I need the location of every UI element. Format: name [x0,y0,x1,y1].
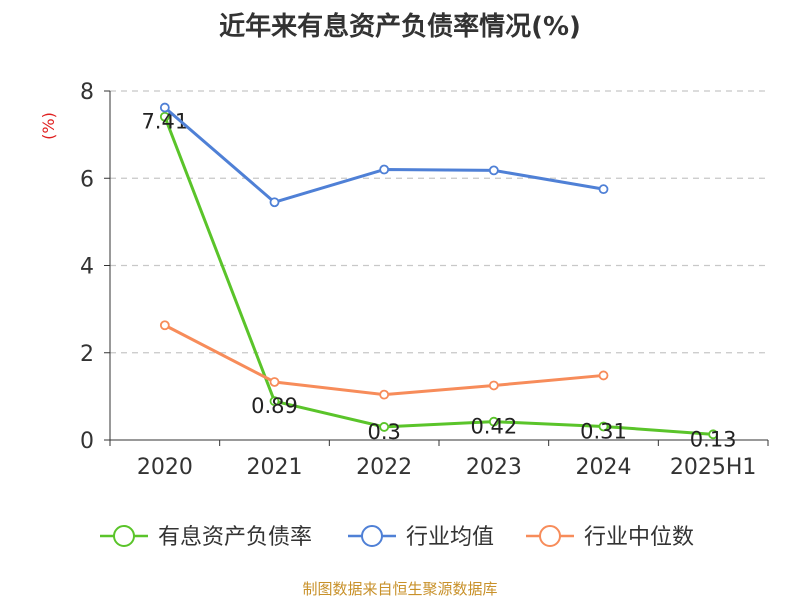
data-point [488,416,499,427]
data-point [159,320,170,331]
y-tick-label: 4 [80,255,94,280]
legend-marker-0 [113,525,135,547]
y-tick-label: 6 [80,167,94,192]
series-line-1 [163,106,604,204]
x-tick-label: 2024 [576,455,632,480]
x-tick-label: 2021 [247,455,303,480]
y-tick-label: 8 [80,80,94,105]
series-line-2 [164,323,604,397]
data-point [598,421,609,432]
x-tick-label: 2023 [466,455,522,480]
source-note: 制图数据来自恒生聚源数据库 [302,580,498,598]
data-point [269,197,280,208]
data-label: 0.89 [251,394,298,418]
legend-marker-2 [539,525,561,547]
legend-label: 行业均值 [406,525,494,550]
data-label: 0.42 [470,415,517,439]
data-label: 0.31 [580,419,627,443]
data-point [379,389,390,400]
data-point [159,111,170,122]
data-point [488,380,499,391]
data-point [598,370,609,381]
y-tick-label: 0 [80,429,94,454]
data-label: 0.3 [367,420,400,444]
legend-label: 行业中位数 [584,525,694,550]
data-point [598,184,609,195]
legend-label: 有息资产负债率 [158,525,312,550]
legend-marker-1 [361,525,383,547]
x-tick-label: 2022 [356,455,412,480]
series-line-0 [163,116,714,436]
data-point [269,377,280,387]
data-point [379,164,390,175]
data-point [159,102,170,113]
x-tick-label: 2025H1 [670,455,757,480]
y-axis-label: (%) [39,112,58,140]
chart-title: 近年来有息资产负债率情况(%) [219,12,581,42]
data-point [379,422,390,432]
y-tick-label: 2 [80,342,94,367]
x-tick-label: 2020 [137,455,193,480]
data-point [269,396,280,407]
data-point [488,165,499,176]
data-point [708,429,719,440]
data-label: 0.13 [690,427,737,451]
